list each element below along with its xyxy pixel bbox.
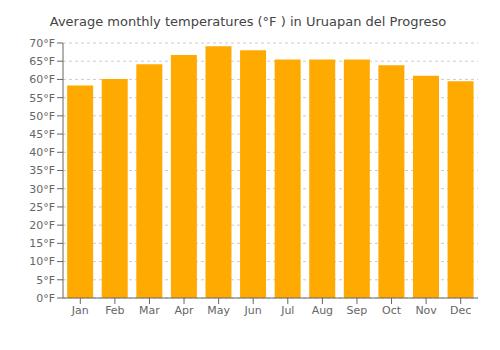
svg-text:Oct: Oct bbox=[382, 304, 402, 317]
svg-text:60°F: 60°F bbox=[29, 73, 55, 86]
svg-text:5°F: 5°F bbox=[36, 274, 55, 287]
svg-text:30°F: 30°F bbox=[29, 183, 55, 196]
svg-text:0°F: 0°F bbox=[36, 292, 55, 305]
svg-text:Apr: Apr bbox=[175, 304, 195, 317]
svg-text:Nov: Nov bbox=[415, 304, 437, 317]
svg-text:45°F: 45°F bbox=[29, 128, 55, 141]
svg-text:40°F: 40°F bbox=[29, 146, 55, 159]
svg-text:Mar: Mar bbox=[139, 304, 160, 317]
svg-text:20°F: 20°F bbox=[29, 219, 55, 232]
svg-text:Dec: Dec bbox=[450, 304, 471, 317]
svg-text:May: May bbox=[207, 304, 230, 317]
svg-text:Aug: Aug bbox=[312, 304, 333, 317]
svg-text:Jun: Jun bbox=[244, 304, 262, 317]
svg-text:50°F: 50°F bbox=[29, 110, 55, 123]
svg-text:Jan: Jan bbox=[71, 304, 89, 317]
svg-text:Jul: Jul bbox=[280, 304, 294, 317]
svg-text:65°F: 65°F bbox=[29, 55, 55, 68]
svg-text:Feb: Feb bbox=[105, 304, 124, 317]
svg-text:55°F: 55°F bbox=[29, 92, 55, 105]
svg-text:70°F: 70°F bbox=[29, 37, 55, 50]
svg-text:10°F: 10°F bbox=[29, 255, 55, 268]
svg-text:35°F: 35°F bbox=[29, 164, 55, 177]
svg-text:15°F: 15°F bbox=[29, 237, 55, 250]
html-text:Average monthly temperatures (: Average monthly temperatures (°F ) in Ur… bbox=[49, 14, 447, 29]
svg-text:25°F: 25°F bbox=[29, 201, 55, 214]
svg-text:Sep: Sep bbox=[347, 304, 368, 317]
